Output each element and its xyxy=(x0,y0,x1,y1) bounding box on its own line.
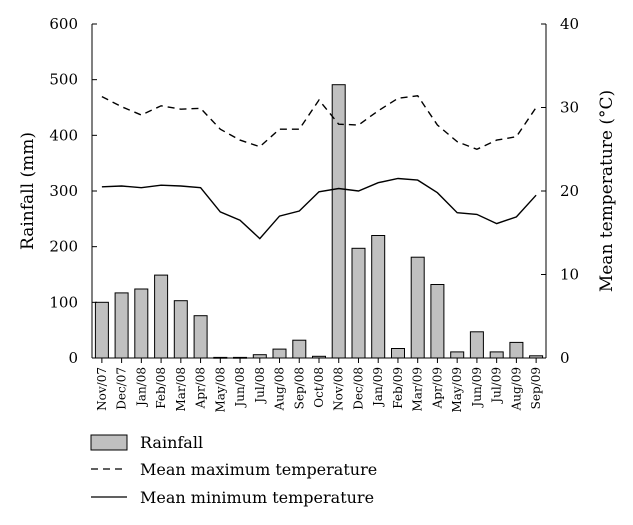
legend-label-rainfall: Rainfall xyxy=(140,433,203,452)
y-left-tick-label-400: 400 xyxy=(49,126,78,144)
bar-rainfall-Apr-08 xyxy=(193,315,208,359)
x-tick-label-Sep-09: Sep/09 xyxy=(529,367,543,409)
x-tick-label-Sep-08: Sep/08 xyxy=(292,367,306,409)
y-left-tick-label-0: 0 xyxy=(68,349,78,367)
x-tick-label-Dec-08: Dec/08 xyxy=(352,367,366,410)
line-max-temperature xyxy=(101,95,537,151)
x-tick-label-Dec-07: Dec/07 xyxy=(115,367,129,410)
bar-rainfall-Aug-08 xyxy=(272,348,287,359)
x-tick-label-Aug-09: Aug/09 xyxy=(509,367,523,411)
x-tick-label-May-09: May/09 xyxy=(450,367,464,413)
y-right-tick-label-20: 20 xyxy=(560,182,579,200)
y-right-tick-label-0: 0 xyxy=(560,349,570,367)
x-tick-label-Nov-08: Nov/08 xyxy=(332,367,346,411)
x-tick-label-Jul-09: Jul/09 xyxy=(490,367,504,405)
x-tick-label-Apr-08: Apr/08 xyxy=(194,367,208,409)
x-tick-label-Jan-08: Jan/08 xyxy=(134,367,148,408)
bar-rainfall-Feb-08 xyxy=(154,274,169,359)
bar-rainfall-Feb-09 xyxy=(391,348,405,359)
bar-rainfall-Jan-09 xyxy=(371,235,386,359)
bar-rainfall-Nov-07 xyxy=(94,301,109,359)
x-tick-label-Aug-08: Aug/08 xyxy=(273,367,287,411)
y-left-tick-label-100: 100 xyxy=(49,293,78,311)
bars-layer xyxy=(94,84,544,359)
bar-rainfall-Mar-09 xyxy=(410,256,425,359)
x-tick-label-Jul-08: Jul/08 xyxy=(253,367,267,405)
x-tick-label-Apr-09: Apr/09 xyxy=(430,367,444,409)
x-tick-label-Mar-09: Mar/09 xyxy=(411,367,425,412)
x-tick-label-Nov-07: Nov/07 xyxy=(95,367,109,411)
legend-label-max-temp: Mean maximum temperature xyxy=(140,460,377,479)
y-left-tick-label-500: 500 xyxy=(49,71,78,89)
legend: Rainfall Mean maximum temperature Mean m… xyxy=(90,433,377,507)
bar-rainfall-Sep-08 xyxy=(292,339,307,359)
y-left-tick-label-600: 600 xyxy=(49,15,78,33)
bar-rainfall-May-09 xyxy=(450,351,465,359)
y-right-tick-label-40: 40 xyxy=(560,15,579,33)
x-tick-label-May-08: May/08 xyxy=(213,367,227,413)
y-right-tick-label-30: 30 xyxy=(560,99,579,117)
bar-rainfall-Jul-09 xyxy=(489,351,504,359)
x-tick-label-Feb-08: Feb/08 xyxy=(154,367,168,409)
y-left-tick-label-300: 300 xyxy=(49,182,78,200)
bar-rainfall-Aug-09 xyxy=(509,341,524,359)
legend-swatch-rainfall xyxy=(90,434,128,451)
line-min-temperature xyxy=(101,177,537,240)
x-tick-label-Jan-09: Jan/09 xyxy=(371,367,385,408)
bar-rainfall-Mar-08 xyxy=(173,300,188,359)
ticks-layer: 0 100 200 300 400 500 600 0 10 20 30 40 xyxy=(49,15,579,367)
bar-rainfall-Apr-09 xyxy=(430,284,445,359)
y-left-tick-label-200: 200 xyxy=(49,238,78,256)
bar-rainfall-Jun-09 xyxy=(469,331,484,359)
x-tick-label-Jun-09: Jun/09 xyxy=(470,367,484,409)
x-tick-label-Mar-08: Mar/08 xyxy=(174,367,188,412)
y-left-axis-title: Rainfall (mm) xyxy=(18,132,38,250)
x-tick-label-Feb-09: Feb/09 xyxy=(391,367,405,409)
y-right-tick-label-10: 10 xyxy=(560,266,579,284)
x-tick-label-Jun-08: Jun/08 xyxy=(233,367,247,409)
category-labels: Nov/07 Dec/07 Jan/08 Feb/08 Mar/08 Apr/08 May/… xyxy=(95,367,543,413)
bar-rainfall-Nov-08 xyxy=(331,84,346,359)
bar-rainfall-Dec-07 xyxy=(114,292,129,359)
legend-label-min-temp: Mean minimum temperature xyxy=(140,488,374,507)
x-tick-label-Oct-08: Oct/08 xyxy=(312,367,326,408)
bar-rainfall-Dec-08 xyxy=(351,247,366,359)
y-right-axis-title: Mean temperature (°C) xyxy=(597,90,617,292)
bar-rainfall-Jan-08 xyxy=(134,288,149,359)
lines-layer xyxy=(101,95,537,240)
